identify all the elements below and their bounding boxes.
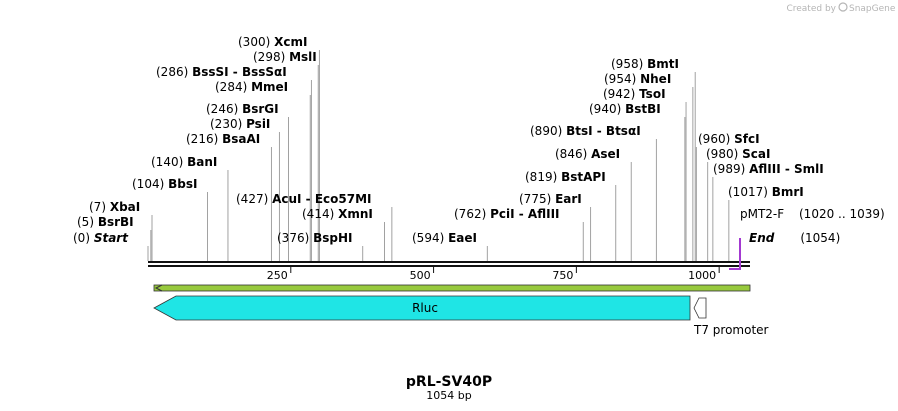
site-label[interactable]: (980) ScaI: [706, 147, 770, 161]
backbone-arrow-icon: [154, 284, 163, 292]
site-label[interactable]: (5) BsrBI: [77, 215, 134, 229]
sequence-top-strand: [148, 261, 750, 263]
site-label[interactable]: (300) XcmI: [238, 35, 307, 49]
site-label[interactable]: (960) SfcI: [698, 132, 760, 146]
site-label[interactable]: (846) AseI: [555, 147, 620, 161]
site-label[interactable]: (958) BmtI: [611, 57, 679, 71]
site-label[interactable]: (216) BsaAI: [186, 132, 260, 146]
site-label[interactable]: (298) MslI: [253, 50, 317, 64]
site-label[interactable]: (7) XbaI: [89, 200, 140, 214]
site-label[interactable]: (140) BanI: [151, 155, 217, 169]
sequence-line: [148, 261, 750, 267]
site-label[interactable]: (230) PsiI: [210, 117, 270, 131]
site-label[interactable]: (0) Start: [73, 231, 129, 245]
t7-promoter-label: T7 promoter: [693, 323, 769, 337]
ruler-tick-label: 1000: [688, 269, 716, 282]
snapgene-logo-icon: [838, 2, 848, 12]
site-label[interactable]: End (1054): [749, 231, 840, 245]
snapgene-watermark: Created by SnapGene: [786, 2, 896, 14]
rluc-arrow: [153, 295, 691, 321]
site-label[interactable]: (1017) BmrI: [728, 185, 804, 199]
site-label[interactable]: (284) MmeI: [215, 80, 288, 94]
site-label[interactable]: (989) AflIII - SmlI: [713, 162, 824, 176]
site-label[interactable]: (954) NheI: [604, 72, 671, 86]
site-label[interactable]: (376) BspHI: [277, 231, 352, 245]
site-labels: (0) Start (5) BsrBI(7) XbaI (104) BbsI (140…: [73, 35, 840, 245]
ruler-tick-label: 250: [267, 269, 288, 282]
primer-name: pMT2-F: [740, 207, 784, 221]
feature-t7-promoter[interactable]: T7 promoter: [693, 297, 769, 337]
primer-arrow: [729, 238, 741, 270]
site-label[interactable]: (104) BbsI: [132, 177, 197, 191]
site-label[interactable]: (286) BssSI - BssSαI: [156, 65, 287, 79]
site-label[interactable]: (940) BstBI: [589, 102, 661, 116]
site-label[interactable]: (594) EaeI: [412, 231, 477, 245]
sequence-bottom-strand: [148, 265, 750, 267]
site-label[interactable]: (414) XmnI: [302, 207, 373, 221]
ruler-tick-label: 500: [410, 269, 431, 282]
primer-range: (1020 .. 1039): [799, 207, 885, 221]
watermark-brand: SnapGene: [849, 4, 896, 14]
site-label[interactable]: (942) TsoI: [603, 87, 666, 101]
site-label[interactable]: (246) BsrGI: [206, 102, 279, 116]
ruler-tick-label: 750: [552, 269, 573, 282]
ruler: 250 500 750 1000: [267, 267, 720, 282]
site-label[interactable]: (890) BtsI - BtsαI: [530, 124, 641, 138]
primer-pmt2-f[interactable]: pMT2-F (1020 .. 1039): [729, 207, 885, 270]
site-leader-lines: [147, 50, 730, 261]
plasmid-name: pRL-SV40P: [406, 374, 492, 390]
feature-rluc[interactable]: Rluc: [153, 295, 691, 321]
watermark-prefix: Created by: [786, 4, 836, 14]
site-label[interactable]: (775) EarI: [519, 192, 582, 206]
backbone-bar: [153, 284, 751, 292]
t7-promoter-arrow: [693, 297, 707, 319]
plasmid-length: 1054 bp: [426, 389, 471, 402]
site-label[interactable]: (819) BstAPI: [525, 170, 606, 184]
site-label[interactable]: (762) PciI - AflIII: [454, 207, 560, 221]
rluc-label: Rluc: [412, 301, 438, 315]
site-label[interactable]: (427) AcuI - Eco57MI: [236, 192, 372, 206]
backbone-feature[interactable]: [153, 284, 751, 292]
